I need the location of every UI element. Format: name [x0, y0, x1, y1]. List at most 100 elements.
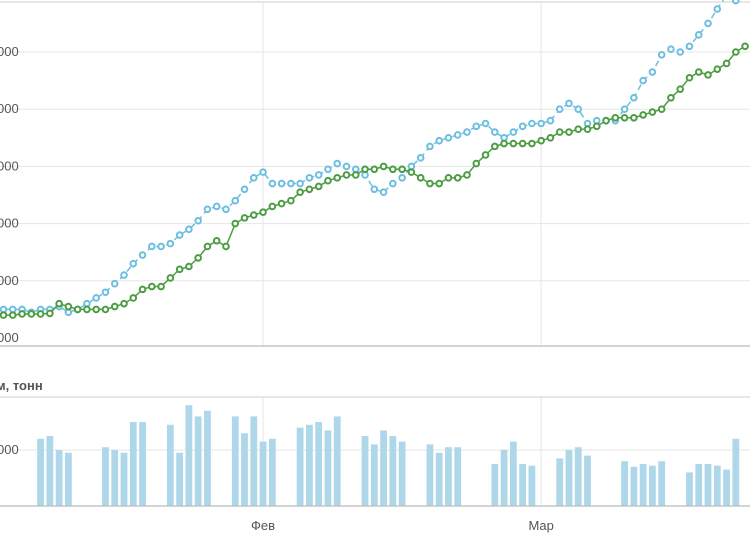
- volume-bar: [389, 436, 397, 506]
- series-2-point: [685, 73, 694, 82]
- series-1-point: [694, 31, 703, 39]
- volume-bar: [713, 465, 721, 506]
- series-1-point: [101, 288, 110, 297]
- series-1-point: [222, 205, 230, 214]
- series-1-point: [713, 5, 722, 13]
- volume-bar: [361, 436, 369, 506]
- series-2-point: [314, 182, 323, 191]
- series-2-point: [36, 310, 45, 318]
- volume-bar: [565, 450, 573, 506]
- series-2-point: [55, 299, 63, 308]
- y-tick-label: 000: [0, 101, 19, 116]
- series-2-point: [277, 199, 286, 208]
- series-2-point: [342, 171, 351, 179]
- volume-bar: [185, 405, 193, 506]
- volume-bar: [695, 464, 703, 506]
- volume-bar: [686, 472, 693, 506]
- series-2-point: [83, 305, 91, 314]
- series-1-point: [379, 188, 388, 196]
- series-1-point: [110, 279, 119, 288]
- series-1-point: [555, 105, 564, 113]
- volume-bar: [102, 447, 109, 506]
- series-2-point: [18, 310, 26, 318]
- series-1-point: [166, 239, 175, 248]
- series-2-point: [120, 299, 128, 308]
- y-tick-label: 000: [0, 158, 19, 173]
- y-tick-label: 000: [0, 216, 19, 231]
- series-1-point: [528, 119, 536, 128]
- series-2-point: [426, 179, 434, 188]
- volume-bar: [241, 433, 248, 506]
- volume-bar: [250, 416, 258, 506]
- series-2-point: [379, 162, 388, 171]
- y-tick-label: 000: [0, 330, 19, 345]
- series-1-point: [296, 179, 304, 188]
- series-2-point: [0, 311, 8, 319]
- series-2-point: [46, 309, 54, 318]
- volume-bar: [259, 441, 267, 506]
- volume-bar: [454, 447, 462, 506]
- series-2-point: [565, 128, 573, 136]
- volume-bar: [55, 450, 63, 506]
- series-2-point: [407, 168, 416, 176]
- series-1-point: [370, 185, 379, 194]
- series-2-point: [722, 59, 731, 68]
- series-2-point: [667, 93, 675, 102]
- series-2-point: [583, 125, 592, 134]
- volume-bar: [296, 427, 304, 506]
- series-1-point: [463, 128, 471, 136]
- volume-bar: [231, 416, 239, 506]
- series-1-point: [453, 131, 462, 139]
- volume-bar: [315, 422, 323, 506]
- series-2-point: [259, 208, 267, 216]
- series-2-point: [713, 65, 722, 73]
- series-2-point: [732, 48, 740, 56]
- volume-bar: [500, 450, 508, 506]
- series-1-point: [314, 171, 323, 179]
- series-1-point: [342, 162, 351, 171]
- volume-bar: [129, 422, 137, 506]
- series-2-point: [481, 151, 490, 159]
- series-1-point: [685, 42, 694, 51]
- series-2-point: [8, 311, 17, 319]
- series-2-point: [602, 116, 610, 125]
- volume-bar: [204, 410, 211, 506]
- series-2-point: [212, 236, 221, 245]
- volume-bar: [723, 469, 730, 506]
- series-1-point: [426, 142, 434, 151]
- series-1-point: [481, 119, 490, 128]
- series-1-point: [444, 134, 453, 142]
- series-2-point: [351, 171, 360, 179]
- series-1-point: [120, 271, 128, 279]
- series-1-point: [268, 179, 277, 188]
- series-1-point: [509, 128, 518, 136]
- series-2-point: [361, 165, 369, 174]
- series-1-point: [194, 216, 202, 225]
- series-1-point: [704, 19, 712, 28]
- series-2-point: [741, 42, 749, 51]
- series-2-point: [305, 185, 314, 194]
- series-1-point: [398, 174, 406, 182]
- series-2-point: [694, 68, 703, 76]
- series-2-point: [92, 305, 100, 314]
- series-2-point: [240, 214, 249, 222]
- series-1-point: [676, 48, 685, 56]
- series-1-point: [620, 105, 629, 113]
- volume-bar: [639, 464, 647, 506]
- series-2-point: [592, 122, 601, 131]
- volume-bar: [64, 452, 72, 506]
- series-2-point: [518, 139, 527, 148]
- series-2-point: [231, 219, 240, 228]
- series-1-point: [203, 205, 212, 214]
- series-2-point: [555, 128, 564, 136]
- series-2-point: [491, 142, 499, 151]
- x-tick-label: Фев: [251, 518, 275, 533]
- series-1-point: [92, 294, 100, 302]
- series-1-point: [240, 185, 249, 194]
- volume-chart-title: м, тонн: [0, 378, 43, 393]
- series-2-point: [611, 113, 620, 122]
- volume-bar: [46, 436, 54, 506]
- series-2-point: [509, 139, 518, 148]
- volume-bar: [166, 424, 174, 506]
- series-1-point: [148, 242, 156, 251]
